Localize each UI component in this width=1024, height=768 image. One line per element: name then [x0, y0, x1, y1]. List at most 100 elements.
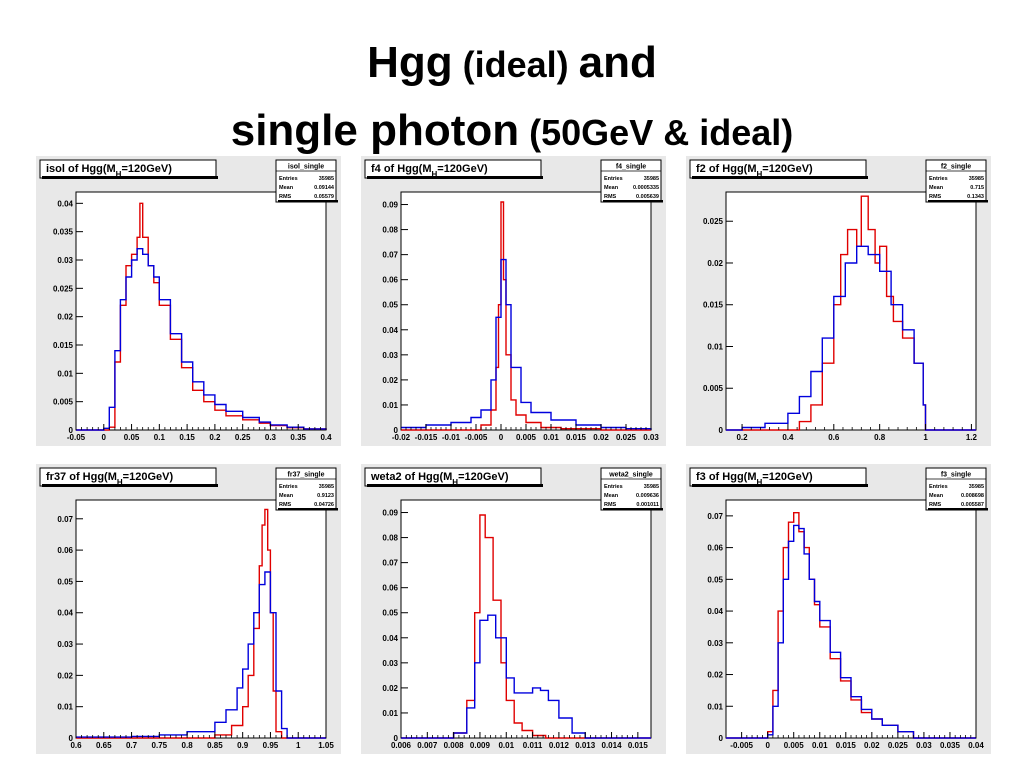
- y-tick-label: 0.005: [53, 398, 74, 407]
- stats-rms-label: RMS: [929, 502, 942, 508]
- y-tick-label: 0.09: [382, 201, 398, 210]
- histogram-panel: -0.02 -0.015 -0.01 -0.005 0 0.005 0.01 0.015 0.0…: [361, 156, 666, 446]
- stats-name: f3_single: [941, 472, 971, 479]
- x-tick-label: 0: [102, 433, 107, 442]
- x-tick-label: 0.4: [320, 433, 332, 442]
- x-tick-label: -0.01: [442, 433, 461, 442]
- histogram-title: weta2 of Hgg(MH=120GeV): [364, 467, 543, 487]
- x-tick-label: 0.005: [516, 433, 537, 442]
- histogram-title: isol of Hgg(MH=120GeV): [39, 159, 218, 179]
- x-tick-label: 0.75: [152, 741, 168, 750]
- stats-rms-value: 0.04726: [314, 502, 334, 508]
- x-tick-label: 0.3: [265, 433, 277, 442]
- histogram-svg: -0.005 0 0.005 0.01 0.015 0.02 0.025 0.03 0.035 0…: [689, 467, 988, 750]
- histogram-svg: -0.02 -0.015 -0.01 -0.005 0 0.005 0.01 0.015 0.0…: [364, 159, 663, 442]
- stats-box: f2_single Entries 35985 Mean 0.715 RMS 0.1343: [925, 159, 988, 203]
- y-tick-label: 0.015: [53, 341, 74, 350]
- x-tick-label: 0.02: [593, 433, 609, 442]
- x-tick-label: 0.02: [864, 741, 880, 750]
- stats-rms-label: RMS: [604, 194, 617, 200]
- stats-mean-value: 0.009636: [636, 493, 659, 499]
- x-tick-label: 0.008: [444, 741, 465, 750]
- title-50gev-ideal: (50GeV & ideal): [519, 112, 794, 153]
- plot-frame: [725, 499, 977, 739]
- x-tick-label: 0.035: [940, 741, 961, 750]
- chart-grid: -0.05 0 0.05 0.1 0.15 0.2 0.25 0.3 0.35 0.4 0.005 0…: [36, 156, 1000, 768]
- y-tick-label: 0.04: [382, 634, 398, 643]
- series-line-single-photon: [401, 614, 651, 739]
- x-tick-label: 0.4: [782, 433, 794, 442]
- y-tick-label: 0.02: [382, 684, 398, 693]
- stats-box: weta2_single Entries 35985 Mean 0.009636 RMS 0…: [600, 467, 663, 511]
- x-tick-label: 1: [923, 433, 928, 442]
- stats-name: isol_single: [288, 164, 324, 171]
- stats-rms-label: RMS: [279, 194, 292, 200]
- stats-mean-value: 0.715: [970, 185, 984, 191]
- x-tick-label: 0.6: [828, 433, 840, 442]
- x-tick-label: 0.95: [263, 741, 279, 750]
- stats-mean-value: 0.008698: [961, 493, 984, 499]
- y-tick-label: 0.005: [703, 384, 724, 393]
- x-tick-label: 0.012: [549, 741, 570, 750]
- slide-title-line-1: Hgg (ideal) and: [0, 38, 1024, 88]
- y-tick-label: 0.06: [57, 546, 73, 555]
- y-tick-label: 0.05: [382, 301, 398, 310]
- histogram-title: f2 of Hgg(MH=120GeV): [689, 159, 868, 179]
- histogram-title-text: weta2 of Hgg(MH=120GeV): [370, 471, 509, 487]
- stats-rms-value: 0.1343: [967, 194, 984, 200]
- y-tick-label: 0: [394, 426, 399, 435]
- x-tick-label: 0.025: [616, 433, 637, 442]
- stats-mean-label: Mean: [604, 185, 619, 191]
- y-tick-label: 0.09: [382, 509, 398, 518]
- x-tick-label: 0.8: [874, 433, 886, 442]
- x-tick-label: 0.009: [470, 741, 491, 750]
- x-tick-label: 0.05: [124, 433, 140, 442]
- stats-entries-value: 35985: [319, 484, 334, 490]
- x-tick-label: 1.05: [318, 741, 334, 750]
- stats-entries-value: 35985: [319, 176, 334, 182]
- stats-rms-value: 0.05579: [314, 194, 334, 200]
- y-tick-label: 0.01: [707, 342, 723, 351]
- stats-entries-label: Entries: [604, 176, 623, 182]
- stats-box: isol_single Entries 35985 Mean 0.09144 RMS 0.0…: [275, 159, 338, 203]
- stats-entries-value: 35985: [644, 484, 659, 490]
- y-tick-label: 0: [719, 734, 724, 743]
- series-line-single-photon: [726, 524, 976, 739]
- stats-entries-value: 35985: [969, 176, 984, 182]
- histogram-svg: -0.05 0 0.05 0.1 0.15 0.2 0.25 0.3 0.35 0.40.0050…: [39, 159, 338, 442]
- title-ideal: (ideal): [452, 44, 579, 85]
- stats-mean-value: 0.09144: [314, 185, 335, 191]
- histogram-title-text: f2 of Hgg(MH=120GeV): [696, 163, 813, 179]
- y-tick-label: 0.03: [57, 640, 73, 649]
- y-tick-label: 0.04: [57, 609, 73, 618]
- stats-rms-label: RMS: [279, 502, 292, 508]
- title-hgg: Hgg: [367, 38, 453, 87]
- stats-mean-label: Mean: [604, 493, 619, 499]
- histogram-title-text: fr37 of Hgg(MH=120GeV): [46, 471, 173, 487]
- stats-mean-label: Mean: [929, 185, 944, 191]
- stats-entries-label: Entries: [929, 484, 948, 490]
- y-tick-label: 0.06: [382, 276, 398, 285]
- plot-frame: [75, 499, 327, 739]
- y-tick-label: 0.06: [382, 584, 398, 593]
- x-tick-label: 0.03: [916, 741, 932, 750]
- y-tick-label: 0: [394, 734, 399, 743]
- y-tick-label: 0.03: [382, 351, 398, 360]
- stats-rms-value: 0.005587: [961, 502, 984, 508]
- stats-mean-label: Mean: [279, 493, 294, 499]
- y-tick-label: 0.01: [382, 401, 398, 410]
- y-tick-label: 0.07: [382, 559, 398, 568]
- x-tick-label: 0.015: [836, 741, 857, 750]
- x-tick-label: 0.01: [812, 741, 828, 750]
- histogram-title-text: isol of Hgg(MH=120GeV): [46, 163, 172, 179]
- y-tick-label: 0.035: [53, 228, 74, 237]
- stats-rms-value: 0.005639: [636, 194, 659, 200]
- stats-entries-label: Entries: [929, 176, 948, 182]
- x-tick-label: 0.6: [70, 741, 82, 750]
- x-tick-label: -0.05: [67, 433, 86, 442]
- histogram-title-text: f4 of Hgg(MH=120GeV): [371, 163, 488, 179]
- x-tick-label: 0.2: [736, 433, 748, 442]
- stats-box: f3_single Entries 35985 Mean 0.008698 RMS 0.00…: [925, 467, 988, 511]
- y-tick-label: 0.07: [707, 512, 723, 521]
- x-tick-label: 0.04: [968, 741, 984, 750]
